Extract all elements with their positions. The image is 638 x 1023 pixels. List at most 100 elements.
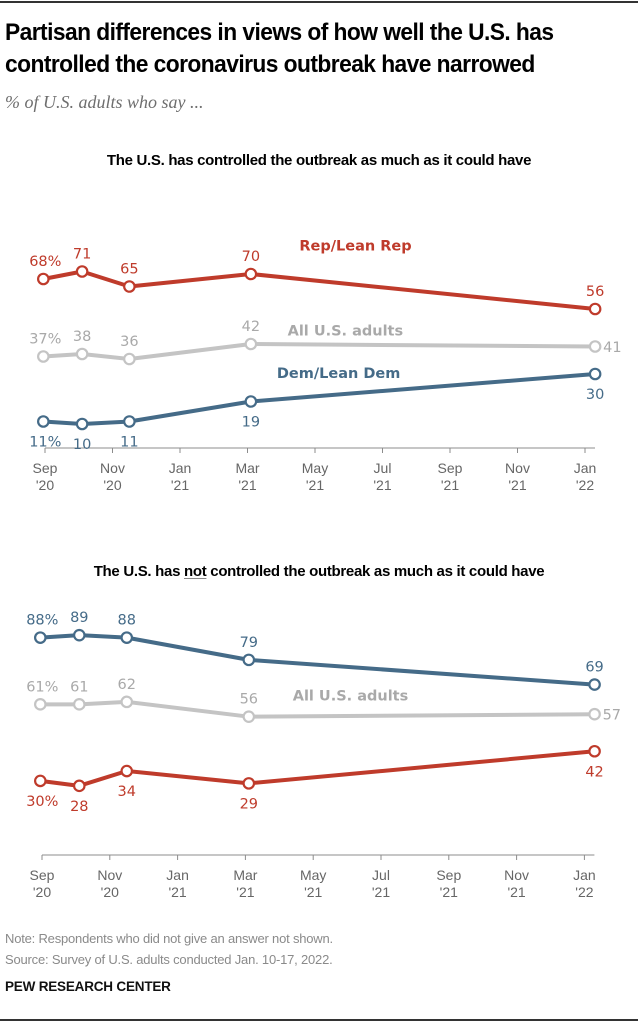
- x-tick-month: Mar: [235, 460, 259, 476]
- data-point-dem: [123, 415, 136, 428]
- data-point-rep: [242, 777, 256, 790]
- series-name-all: All U.S. adults: [288, 323, 404, 339]
- data-point-dem: [120, 631, 134, 644]
- data-point-dem: [244, 395, 258, 408]
- panel-2-title-post: controlled the outbreak as much as it co…: [206, 563, 545, 580]
- data-label-all: 61: [70, 679, 88, 695]
- x-tick-year: '21: [508, 477, 526, 493]
- x-tick-month: Sep: [438, 460, 463, 476]
- x-tick-label: Sep '21: [436, 867, 461, 900]
- x-tick-label: Sep '20: [33, 460, 58, 493]
- x-tick-label: Jan '22: [574, 460, 597, 493]
- x-tick-month: May: [300, 867, 326, 883]
- data-label-all: 41: [603, 340, 621, 356]
- data-point-rep: [37, 272, 50, 286]
- data-label-rep: 65: [120, 262, 138, 278]
- x-tick-year: '21: [304, 884, 322, 900]
- x-tick-year: '20: [33, 884, 51, 900]
- data-label-rep: 68%: [29, 254, 61, 270]
- x-tick-month: Jul: [372, 867, 390, 883]
- data-point-all: [120, 695, 134, 709]
- data-point-all: [72, 698, 86, 711]
- x-tick-year: '20: [36, 477, 54, 493]
- x-tick-year: '21: [373, 477, 391, 493]
- brand-label: PEW RESEARCH CENTER: [5, 979, 171, 994]
- top-rule: [0, 1, 638, 3]
- x-tick-label: Nov '20: [100, 460, 125, 493]
- data-point-dem: [72, 628, 86, 642]
- x-tick-label: Jul '21: [373, 460, 391, 493]
- x-tick-month: Nov: [100, 460, 125, 476]
- data-label-dem: 11%: [29, 435, 61, 451]
- data-label-all: 62: [118, 677, 136, 693]
- data-label-all: 61%: [26, 679, 58, 695]
- data-label-dem: 89: [70, 610, 88, 626]
- chart-title: Partisan differences in views of how wel…: [5, 17, 591, 81]
- x-tick-year: '21: [171, 477, 189, 493]
- data-label-dem: 30: [586, 387, 604, 403]
- x-tick-year: '21: [440, 884, 458, 900]
- bottom-rule: [0, 1019, 638, 1021]
- data-label-rep: 28: [70, 799, 88, 815]
- panel-2-title: The U.S. has not controlled the outbreak…: [0, 563, 638, 580]
- data-label-all: 57: [603, 708, 621, 724]
- x-tick-month: Nov: [97, 867, 122, 883]
- x-tick-month: Nov: [504, 867, 529, 883]
- x-tick-label: May '21: [302, 460, 328, 493]
- title-line-2: controlled the coronavirus outbreak have…: [5, 51, 535, 78]
- data-point-rep: [588, 302, 602, 316]
- data-label-dem: 69: [585, 660, 603, 676]
- x-tick-month: Sep: [30, 867, 55, 883]
- x-tick-month: Jan: [166, 867, 189, 883]
- data-label-dem: 88: [118, 613, 136, 629]
- x-tick-year: '20: [101, 884, 119, 900]
- x-tick-year: '22: [575, 884, 593, 900]
- x-tick-year: '21: [507, 884, 525, 900]
- x-tick-month: Mar: [233, 867, 257, 883]
- data-label-all: 36: [120, 334, 138, 350]
- data-point-dem: [75, 417, 89, 431]
- x-tick-year: '21: [236, 884, 254, 900]
- x-tick-month: Jul: [374, 460, 392, 476]
- footnote-note: Note: Respondents who did not give an an…: [5, 931, 333, 946]
- x-tick-label: Jul '21: [372, 867, 390, 900]
- data-point-all: [75, 347, 89, 361]
- data-point-all: [34, 698, 47, 711]
- x-tick-label: Mar '21: [235, 460, 259, 493]
- x-tick-month: May: [302, 460, 328, 476]
- x-tick-month: Nov: [505, 460, 530, 476]
- x-tick-label: Jan '21: [169, 460, 192, 493]
- data-label-dem: 79: [240, 635, 258, 651]
- panel-2-title-pre: The U.S. has: [93, 563, 184, 580]
- panel-2-title-emph: not: [183, 563, 207, 580]
- x-tick-label: Nov '21: [505, 460, 530, 493]
- x-tick-label: May '21: [300, 867, 326, 900]
- data-label-dem: 19: [242, 415, 260, 431]
- x-tick-year: '21: [168, 884, 186, 900]
- series-name-dem: Dem/Lean Dem: [277, 366, 400, 382]
- data-point-dem: [588, 678, 601, 691]
- data-point-rep: [588, 744, 601, 758]
- data-point-rep: [120, 764, 134, 778]
- panel-1-title: The U.S. has controlled the outbreak as …: [0, 152, 638, 169]
- x-tick-label: Mar '21: [233, 867, 257, 900]
- chart-subtitle: % of U.S. adults who say ...: [5, 92, 204, 112]
- data-label-rep: 71: [73, 247, 91, 263]
- data-point-all: [37, 350, 50, 363]
- data-label-rep: 34: [118, 784, 136, 800]
- x-tick-year: '21: [372, 884, 390, 900]
- x-tick-month: Jan: [573, 867, 596, 883]
- x-tick-year: '20: [103, 477, 121, 493]
- data-point-rep: [123, 280, 136, 293]
- data-point-all: [588, 340, 602, 353]
- data-label-rep: 29: [240, 796, 258, 812]
- data-point-rep: [244, 267, 258, 281]
- x-tick-year: '22: [576, 477, 594, 493]
- title-line-1: Partisan differences in views of how wel…: [5, 19, 554, 46]
- data-label-rep: 42: [585, 764, 603, 780]
- data-label-dem: 88%: [26, 613, 58, 629]
- data-point-rep: [75, 265, 89, 278]
- x-tick-year: '21: [238, 477, 256, 493]
